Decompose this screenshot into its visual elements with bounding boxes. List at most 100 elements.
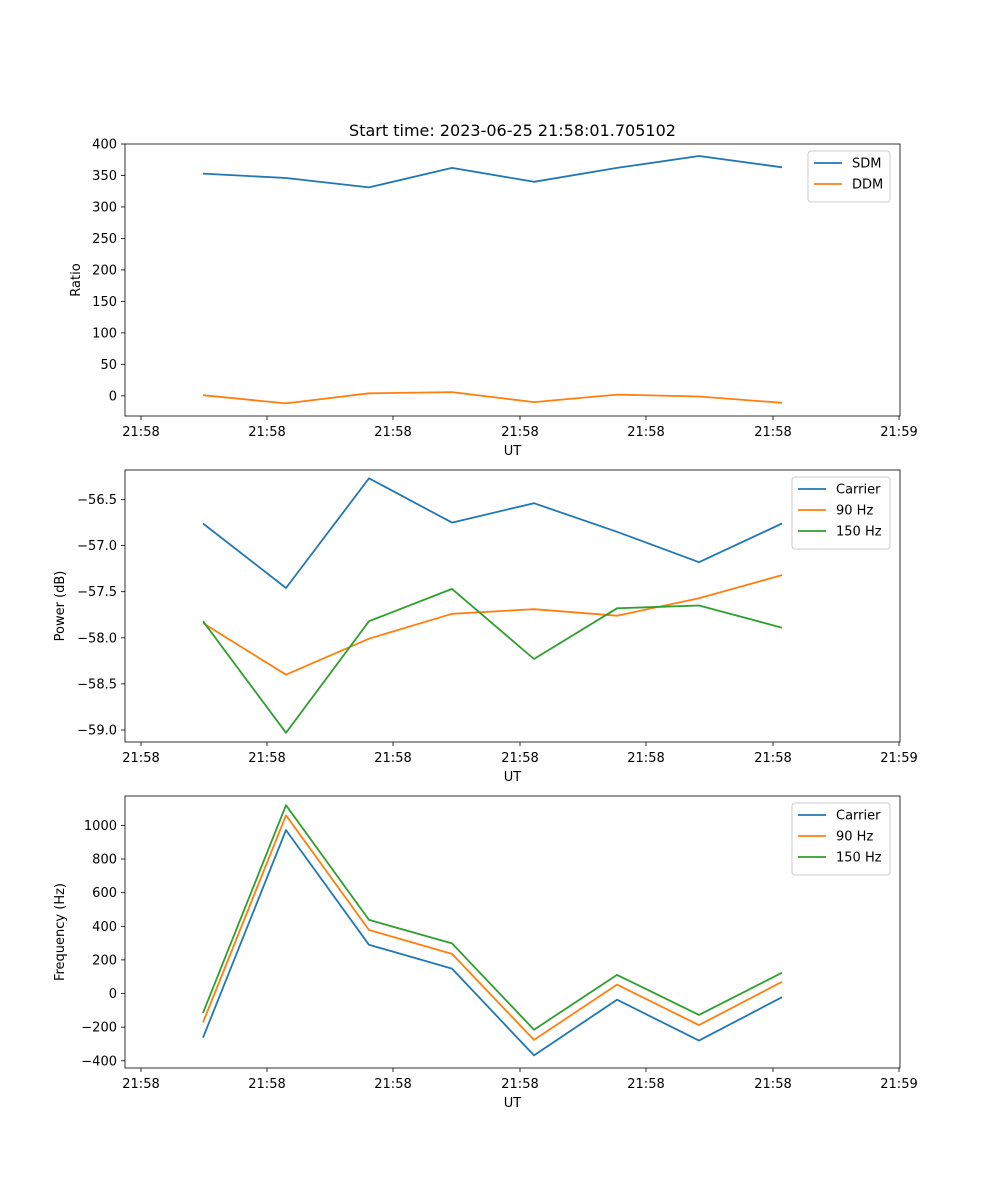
ratio-y-tick-label: 200 <box>92 263 117 278</box>
frequency-x-tick-label: 21:58 <box>754 1077 791 1092</box>
frequency-x-tick-label: 21:58 <box>501 1077 538 1092</box>
frequency-legend-label-90-hz: 90 Hz <box>836 830 873 845</box>
ratio-x-tick-label: 21:58 <box>122 425 159 440</box>
ratio-x-tick-label: 21:58 <box>374 425 411 440</box>
frequency-data-point-carrier <box>533 1054 535 1056</box>
ratio-x-axis-label: UT <box>504 444 522 459</box>
power-data-point-150-hz <box>616 607 618 609</box>
frequency-y-tick-label: 600 <box>92 886 117 901</box>
power-data-point-150-hz <box>533 658 535 660</box>
ratio-data-point-sdm <box>285 177 287 179</box>
power-panel: 21:58 21:58 21:58 21:58 21:58 21:58 21:59 −59.0… <box>53 469 918 785</box>
power-data-point-150-hz <box>202 620 204 622</box>
power-data-point-carrier <box>533 502 535 504</box>
ratio-data-point-sdm <box>202 172 204 174</box>
power-data-point-90-hz <box>451 613 453 615</box>
power-series-line-carrier <box>202 477 783 589</box>
ratio-y-tick-label: 400 <box>92 138 117 153</box>
frequency-data-point-150-hz <box>285 804 287 806</box>
ratio-y-tick-label: 350 <box>92 169 117 184</box>
frequency-data-point-150-hz <box>202 1012 204 1014</box>
power-y-tick-label: −57.5 <box>77 585 117 600</box>
power-data-point-150-hz <box>285 732 287 734</box>
power-data-point-carrier <box>616 531 618 533</box>
ratio-series-line-ddm <box>202 391 783 405</box>
ratio-x-tick-label: 21:58 <box>754 425 791 440</box>
frequency-data-point-90-hz <box>781 981 783 983</box>
ratio-y-axis-label: Ratio <box>69 263 84 296</box>
frequency-data-point-carrier <box>285 829 287 831</box>
frequency-x-tick-label: 21:58 <box>627 1077 664 1092</box>
power-data-point-150-hz <box>368 620 370 622</box>
frequency-y-tick-label: 200 <box>92 953 117 968</box>
power-data-point-90-hz <box>616 615 618 617</box>
frequency-y-axis-label: Frequency (Hz) <box>53 883 68 981</box>
ratio-data-point-ddm <box>368 392 370 394</box>
ratio-data-point-sdm <box>698 155 700 157</box>
frequency-y-tick-label: −200 <box>81 1021 117 1036</box>
ratio-data-point-ddm <box>616 393 618 395</box>
power-data-point-carrier <box>285 587 287 589</box>
frequency-data-point-carrier <box>451 967 453 969</box>
power-data-point-carrier <box>781 522 783 524</box>
power-data-point-90-hz <box>698 597 700 599</box>
frequency-data-point-carrier <box>781 996 783 998</box>
frequency-legend-label-150-hz: 150 Hz <box>836 851 882 866</box>
power-data-point-150-hz <box>698 604 700 606</box>
ratio-data-point-ddm <box>781 402 783 404</box>
power-legend-label-150-hz: 150 Hz <box>836 525 882 540</box>
frequency-data-point-150-hz <box>616 974 618 976</box>
power-data-point-150-hz <box>781 627 783 629</box>
power-x-tick-label: 21:58 <box>754 751 791 766</box>
frequency-x-tick-label: 21:58 <box>374 1077 411 1092</box>
frequency-data-point-90-hz <box>285 814 287 816</box>
power-x-tick-label: 21:58 <box>501 751 538 766</box>
ratio-y-tick-label: 0 <box>109 389 117 404</box>
ratio-panel: 21:58 21:58 21:58 21:58 21:58 21:58 21:59 0 50 10… <box>69 138 918 460</box>
power-data-point-carrier <box>202 522 204 524</box>
frequency-x-tick-label: 21:58 <box>248 1077 285 1092</box>
frequency-data-point-90-hz <box>202 1021 204 1023</box>
frequency-data-point-150-hz <box>451 942 453 944</box>
ratio-data-point-ddm <box>698 395 700 397</box>
power-x-tick-label: 21:58 <box>122 751 159 766</box>
ratio-data-point-sdm <box>451 167 453 169</box>
frequency-data-point-90-hz <box>533 1039 535 1041</box>
frequency-data-point-carrier <box>698 1039 700 1041</box>
power-y-axis-label: Power (dB) <box>53 571 68 642</box>
ratio-x-tick-label: 21:58 <box>627 425 664 440</box>
power-data-point-carrier <box>368 477 370 479</box>
ratio-data-point-ddm <box>451 391 453 393</box>
ratio-legend-label-sdm: SDM <box>852 157 881 172</box>
frequency-axes-frame <box>124 795 901 1069</box>
frequency-data-point-carrier <box>616 999 618 1001</box>
ratio-x-tick-label: 21:59 <box>880 425 917 440</box>
ratio-y-tick-label: 100 <box>92 326 117 341</box>
ratio-data-point-ddm <box>202 394 204 396</box>
power-x-tick-label: 21:58 <box>374 751 411 766</box>
frequency-y-tick-label: 800 <box>92 853 117 868</box>
power-y-tick-label: −57.0 <box>77 539 117 554</box>
power-y-tick-label: −56.5 <box>77 493 117 508</box>
frequency-data-point-90-hz <box>368 929 370 931</box>
power-x-axis-label: UT <box>504 770 522 785</box>
ratio-data-point-sdm <box>368 186 370 188</box>
ratio-y-tick-label: 150 <box>92 295 117 310</box>
power-x-tick-label: 21:58 <box>627 751 664 766</box>
power-legend-label-90-hz: 90 Hz <box>836 504 873 519</box>
ratio-data-point-sdm <box>533 181 535 183</box>
power-y-tick-label: −59.0 <box>77 724 117 739</box>
frequency-y-tick-label: −400 <box>81 1054 117 1069</box>
power-x-tick-label: 21:58 <box>248 751 285 766</box>
chart-title: Start time: 2023-06-25 21:58:01.705102 <box>349 121 676 140</box>
frequency-x-axis-label: UT <box>504 1096 522 1111</box>
ratio-axes-frame <box>124 143 901 417</box>
frequency-data-point-90-hz <box>698 1024 700 1026</box>
frequency-data-point-150-hz <box>781 972 783 974</box>
power-data-point-carrier <box>698 561 700 563</box>
frequency-legend-label-carrier: Carrier <box>836 809 881 824</box>
ratio-x-tick-label: 21:58 <box>501 425 538 440</box>
frequency-data-point-carrier <box>202 1037 204 1039</box>
ratio-x-tick-label: 21:58 <box>248 425 285 440</box>
ratio-y-tick-label: 50 <box>100 358 117 373</box>
